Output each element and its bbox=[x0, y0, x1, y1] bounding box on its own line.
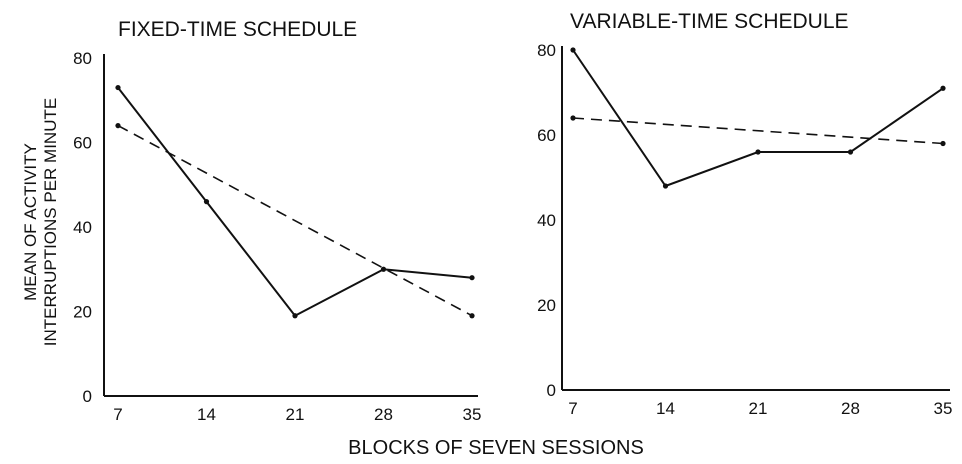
chart-1-series-1-point-1 bbox=[940, 140, 946, 147]
chart-1-y-tick-1: 20 bbox=[537, 296, 556, 315]
chart-1-y-tick-0: 0 bbox=[547, 381, 556, 400]
chart-0-series-0-point-1 bbox=[203, 199, 210, 205]
y-axis-label-line-1: MEAN OF ACTIVITY bbox=[21, 143, 40, 301]
chart-0-series-1-point-0 bbox=[115, 123, 121, 129]
chart-0-y-tick-1: 20 bbox=[73, 303, 92, 322]
chart-0-x-tick-2: 21 bbox=[286, 405, 305, 424]
chart-0-series-0-point-4 bbox=[469, 275, 475, 281]
chart-0-x-tick-0: 7 bbox=[113, 405, 122, 424]
chart-1-x-tick-4: 35 bbox=[934, 399, 953, 418]
chart-1-x-tick-2: 21 bbox=[749, 399, 768, 418]
chart-0-series-0-point-3 bbox=[380, 266, 387, 272]
chart-1-series-0-point-2 bbox=[755, 149, 761, 155]
chart-0-series-0-point-0 bbox=[115, 84, 121, 91]
chart-1-series-0-point-1 bbox=[662, 183, 669, 189]
y-axis-label-line-2: INTERRUPTIONS PER MINUTE bbox=[41, 98, 60, 346]
chart-1-y-tick-3: 60 bbox=[537, 126, 556, 145]
chart-1-x-tick-3: 28 bbox=[841, 399, 860, 418]
chart-1-title: VARIABLE-TIME SCHEDULE bbox=[570, 10, 849, 33]
chart-1-series-1-dashed-line bbox=[572, 117, 944, 145]
x-axis-label: BLOCKS OF SEVEN SESSIONS bbox=[348, 437, 644, 459]
chart-1-series-0-point-4 bbox=[940, 85, 946, 91]
chart-0-y-tick-2: 40 bbox=[73, 218, 92, 237]
chart-0-title: FIXED-TIME SCHEDULE bbox=[118, 18, 357, 41]
chart-0-series-0-point-2 bbox=[292, 313, 298, 319]
chart-0-series-1-point-1 bbox=[469, 313, 475, 319]
chart-1-x-tick-0: 7 bbox=[568, 399, 577, 418]
panel-variable-time: VARIABLE-TIME SCHEDULE 0 20 40 60 80 7 14 21 28 35 bbox=[537, 10, 952, 418]
chart-0-x-tick-3: 28 bbox=[374, 405, 393, 424]
panel-fixed-time: FIXED-TIME SCHEDULE 0 20 40 60 80 7 14 21 28 35 bbox=[73, 18, 481, 424]
chart-1-y-tick-2: 40 bbox=[537, 211, 556, 230]
chart-0-x-tick-1: 14 bbox=[197, 405, 216, 424]
chart-0-series-1-dashed-line bbox=[117, 124, 473, 317]
chart-0-y-tick-0: 0 bbox=[83, 387, 92, 406]
chart-1-x-tick-1: 14 bbox=[656, 399, 675, 418]
chart-1-series-1-point-0 bbox=[570, 115, 576, 121]
chart-0-y-tick-3: 60 bbox=[73, 134, 92, 153]
chart-0-series-0-solid-line bbox=[117, 86, 473, 317]
chart-0-x-tick-4: 35 bbox=[463, 405, 482, 424]
chart-1-series-0-point-3 bbox=[847, 149, 854, 155]
chart-1-series-0-solid-line bbox=[572, 49, 944, 188]
chart-0-y-tick-4: 80 bbox=[73, 49, 92, 68]
chart-1-series-0-point-0 bbox=[570, 47, 576, 53]
chart-1-y-tick-4: 80 bbox=[537, 41, 556, 60]
